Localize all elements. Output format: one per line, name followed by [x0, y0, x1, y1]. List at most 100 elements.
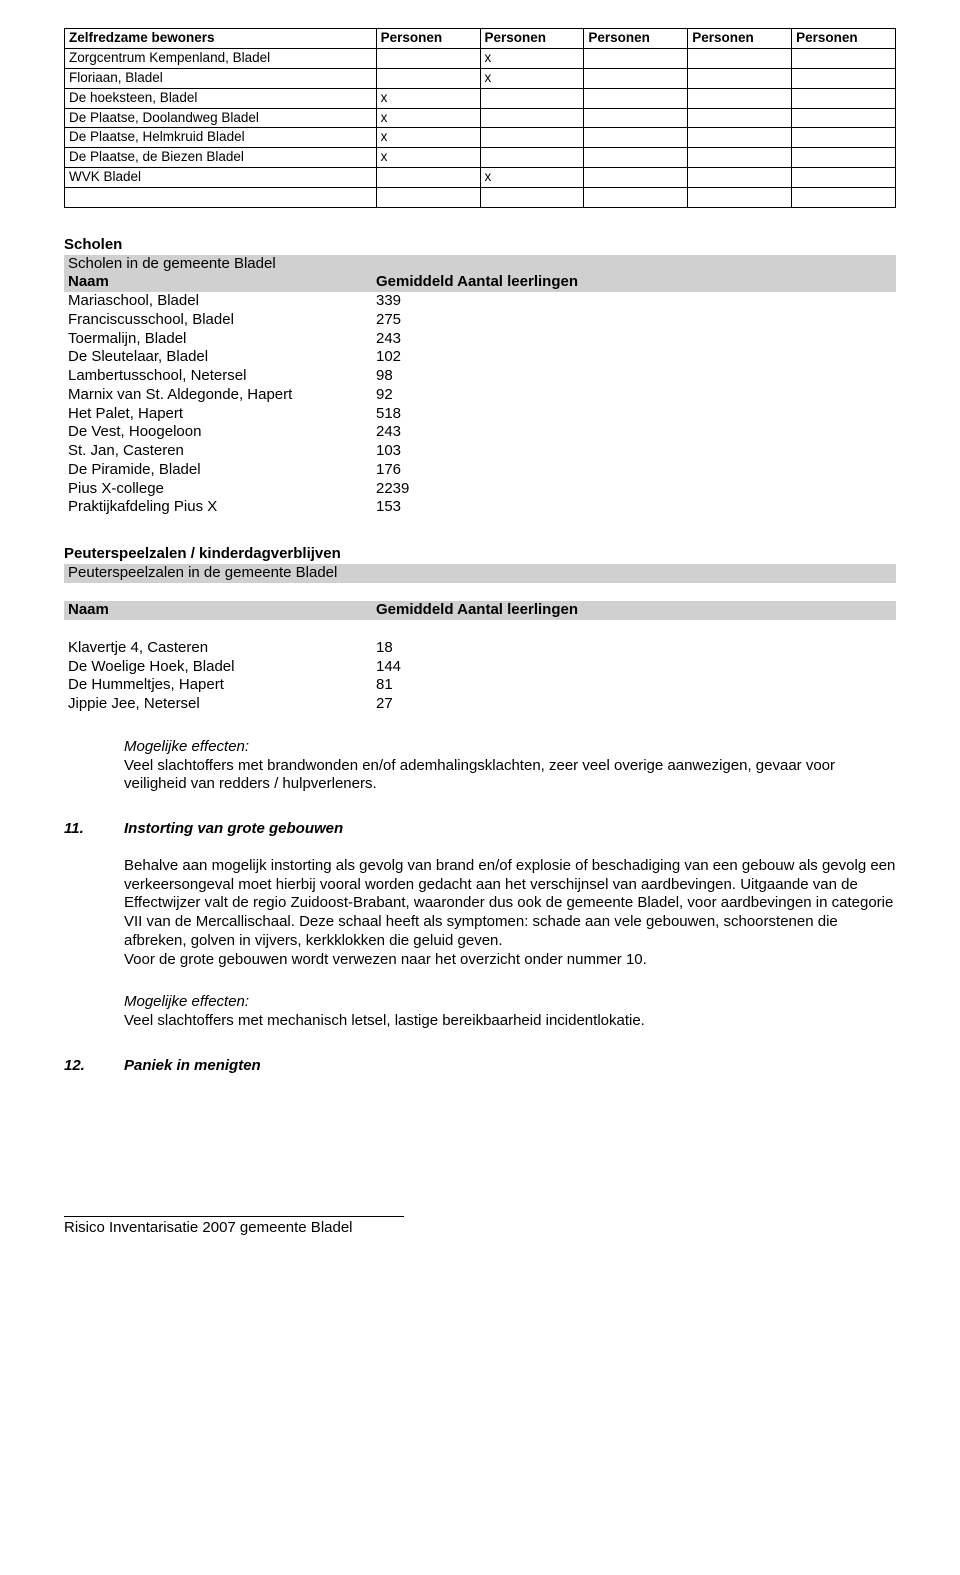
- row-name: De Piramide, Bladel: [64, 461, 372, 480]
- row-label: De Plaatse, Helmkruid Bladel: [65, 128, 377, 148]
- row-mark: [584, 108, 688, 128]
- table-row: Marnix van St. Aldegonde, Hapert92: [64, 386, 896, 405]
- row-mark: [584, 48, 688, 68]
- row-mark: [792, 108, 896, 128]
- table-header-label: Zelfredzame bewoners: [65, 29, 377, 49]
- row-value: 144: [372, 658, 896, 677]
- psz-heading: Peuterspeelzalen / kinderdagverblijven: [64, 545, 896, 564]
- row-mark: x: [480, 168, 584, 188]
- row-mark: [376, 68, 480, 88]
- row-mark: [792, 148, 896, 168]
- schools-caption: Scholen in de gemeente Bladel: [64, 255, 896, 274]
- row-value: 518: [372, 405, 896, 424]
- row-value: 18: [372, 639, 896, 658]
- schools-col-name: Naam: [64, 273, 372, 292]
- row-mark: [792, 48, 896, 68]
- row-mark: x: [376, 148, 480, 168]
- row-mark: [584, 168, 688, 188]
- row-mark: x: [480, 68, 584, 88]
- row-value: 275: [372, 311, 896, 330]
- table-row: WVK Bladel x: [65, 168, 896, 188]
- row-value: 243: [372, 423, 896, 442]
- row-value: 92: [372, 386, 896, 405]
- table-row: De Woelige Hoek, Bladel144: [64, 658, 896, 677]
- schools-col-count: Gemiddeld Aantal leerlingen: [372, 273, 896, 292]
- table-header-personen: Personen: [584, 29, 688, 49]
- row-name: Franciscusschool, Bladel: [64, 311, 372, 330]
- row-mark: x: [376, 88, 480, 108]
- psz-col-name: Naam: [64, 601, 372, 620]
- row-mark: [688, 148, 792, 168]
- row-label: De hoeksteen, Bladel: [65, 88, 377, 108]
- row-mark: x: [480, 48, 584, 68]
- item-12-title: Paniek in menigten: [124, 1057, 261, 1076]
- row-mark: x: [376, 128, 480, 148]
- item-12-heading: 12. Paniek in menigten: [64, 1057, 896, 1076]
- row-label: WVK Bladel: [65, 168, 377, 188]
- row-mark: [480, 148, 584, 168]
- row-mark: [584, 88, 688, 108]
- table-row: St. Jan, Casteren103: [64, 442, 896, 461]
- table-row: Pius X-college2239: [64, 480, 896, 499]
- row-mark: [376, 48, 480, 68]
- row-mark: [480, 88, 584, 108]
- psz-table: Peuterspeelzalen in de gemeente Bladel N…: [64, 564, 896, 714]
- row-mark: [792, 168, 896, 188]
- table-row: De Plaatse, Doolandweg Bladelx: [65, 108, 896, 128]
- row-mark: [584, 68, 688, 88]
- page-footer: Risico Inventarisatie 2007 gemeente Blad…: [64, 1216, 404, 1238]
- row-mark: [376, 168, 480, 188]
- item-11-effects: Mogelijke effecten: Veel slachtoffers me…: [124, 993, 896, 1031]
- schools-heading: Scholen: [64, 236, 896, 255]
- row-mark: [688, 128, 792, 148]
- row-name: Lambertusschool, Netersel: [64, 367, 372, 386]
- row-value: 339: [372, 292, 896, 311]
- row-value: 103: [372, 442, 896, 461]
- table-row: Klavertje 4, Casteren18: [64, 639, 896, 658]
- row-name: Praktijkafdeling Pius X: [64, 498, 372, 517]
- table-header-personen: Personen: [480, 29, 584, 49]
- item-12-num: 12.: [64, 1057, 124, 1076]
- row-label: Zorgcentrum Kempenland, Bladel: [65, 48, 377, 68]
- table-row: Toermalijn, Bladel243: [64, 330, 896, 349]
- row-mark: [480, 108, 584, 128]
- table-empty-row: [65, 188, 896, 208]
- table-row: De Sleutelaar, Bladel102: [64, 348, 896, 367]
- item-11-body-text: Behalve aan mogelijk instorting als gevo…: [124, 857, 896, 951]
- row-mark: x: [376, 108, 480, 128]
- row-mark: [584, 148, 688, 168]
- table-row: De Piramide, Bladel176: [64, 461, 896, 480]
- row-name: De Vest, Hoogeloon: [64, 423, 372, 442]
- table-row: Praktijkafdeling Pius X153: [64, 498, 896, 517]
- item-11-effects-lead: Mogelijke effecten:: [124, 993, 896, 1012]
- row-mark: [688, 168, 792, 188]
- item-11-effects-text: Veel slachtoffers met mechanisch letsel,…: [124, 1012, 896, 1031]
- item-11-heading: 11. Instorting van grote gebouwen: [64, 820, 896, 839]
- schools-table: Scholen in de gemeente Bladel Naam Gemid…: [64, 255, 896, 518]
- table-row: Mariaschool, Bladel339: [64, 292, 896, 311]
- table-header-personen: Personen: [792, 29, 896, 49]
- table-row: Jippie Jee, Netersel27: [64, 695, 896, 714]
- table-row: Zorgcentrum Kempenland, Bladel x: [65, 48, 896, 68]
- row-mark: [792, 68, 896, 88]
- item-11-title: Instorting van grote gebouwen: [124, 820, 343, 839]
- table-row: Lambertusschool, Netersel98: [64, 367, 896, 386]
- table-header-personen: Personen: [688, 29, 792, 49]
- effects-block: Mogelijke effecten: Veel slachtoffers me…: [124, 738, 896, 794]
- row-label: De Plaatse, Doolandweg Bladel: [65, 108, 377, 128]
- row-value: 81: [372, 676, 896, 695]
- item-11-num: 11.: [64, 820, 124, 839]
- row-label: Floriaan, Bladel: [65, 68, 377, 88]
- table-header-personen: Personen: [376, 29, 480, 49]
- row-mark: [584, 128, 688, 148]
- row-value: 153: [372, 498, 896, 517]
- row-value: 243: [372, 330, 896, 349]
- item-11-body: Behalve aan mogelijk instorting als gevo…: [124, 857, 896, 970]
- row-label: De Plaatse, de Biezen Bladel: [65, 148, 377, 168]
- item-11-body-text2: Voor de grote gebouwen wordt verwezen na…: [124, 951, 896, 970]
- row-name: De Hummeltjes, Hapert: [64, 676, 372, 695]
- row-mark: [688, 68, 792, 88]
- row-mark: [792, 128, 896, 148]
- psz-col-count: Gemiddeld Aantal leerlingen: [372, 601, 896, 620]
- table-row: Het Palet, Hapert518: [64, 405, 896, 424]
